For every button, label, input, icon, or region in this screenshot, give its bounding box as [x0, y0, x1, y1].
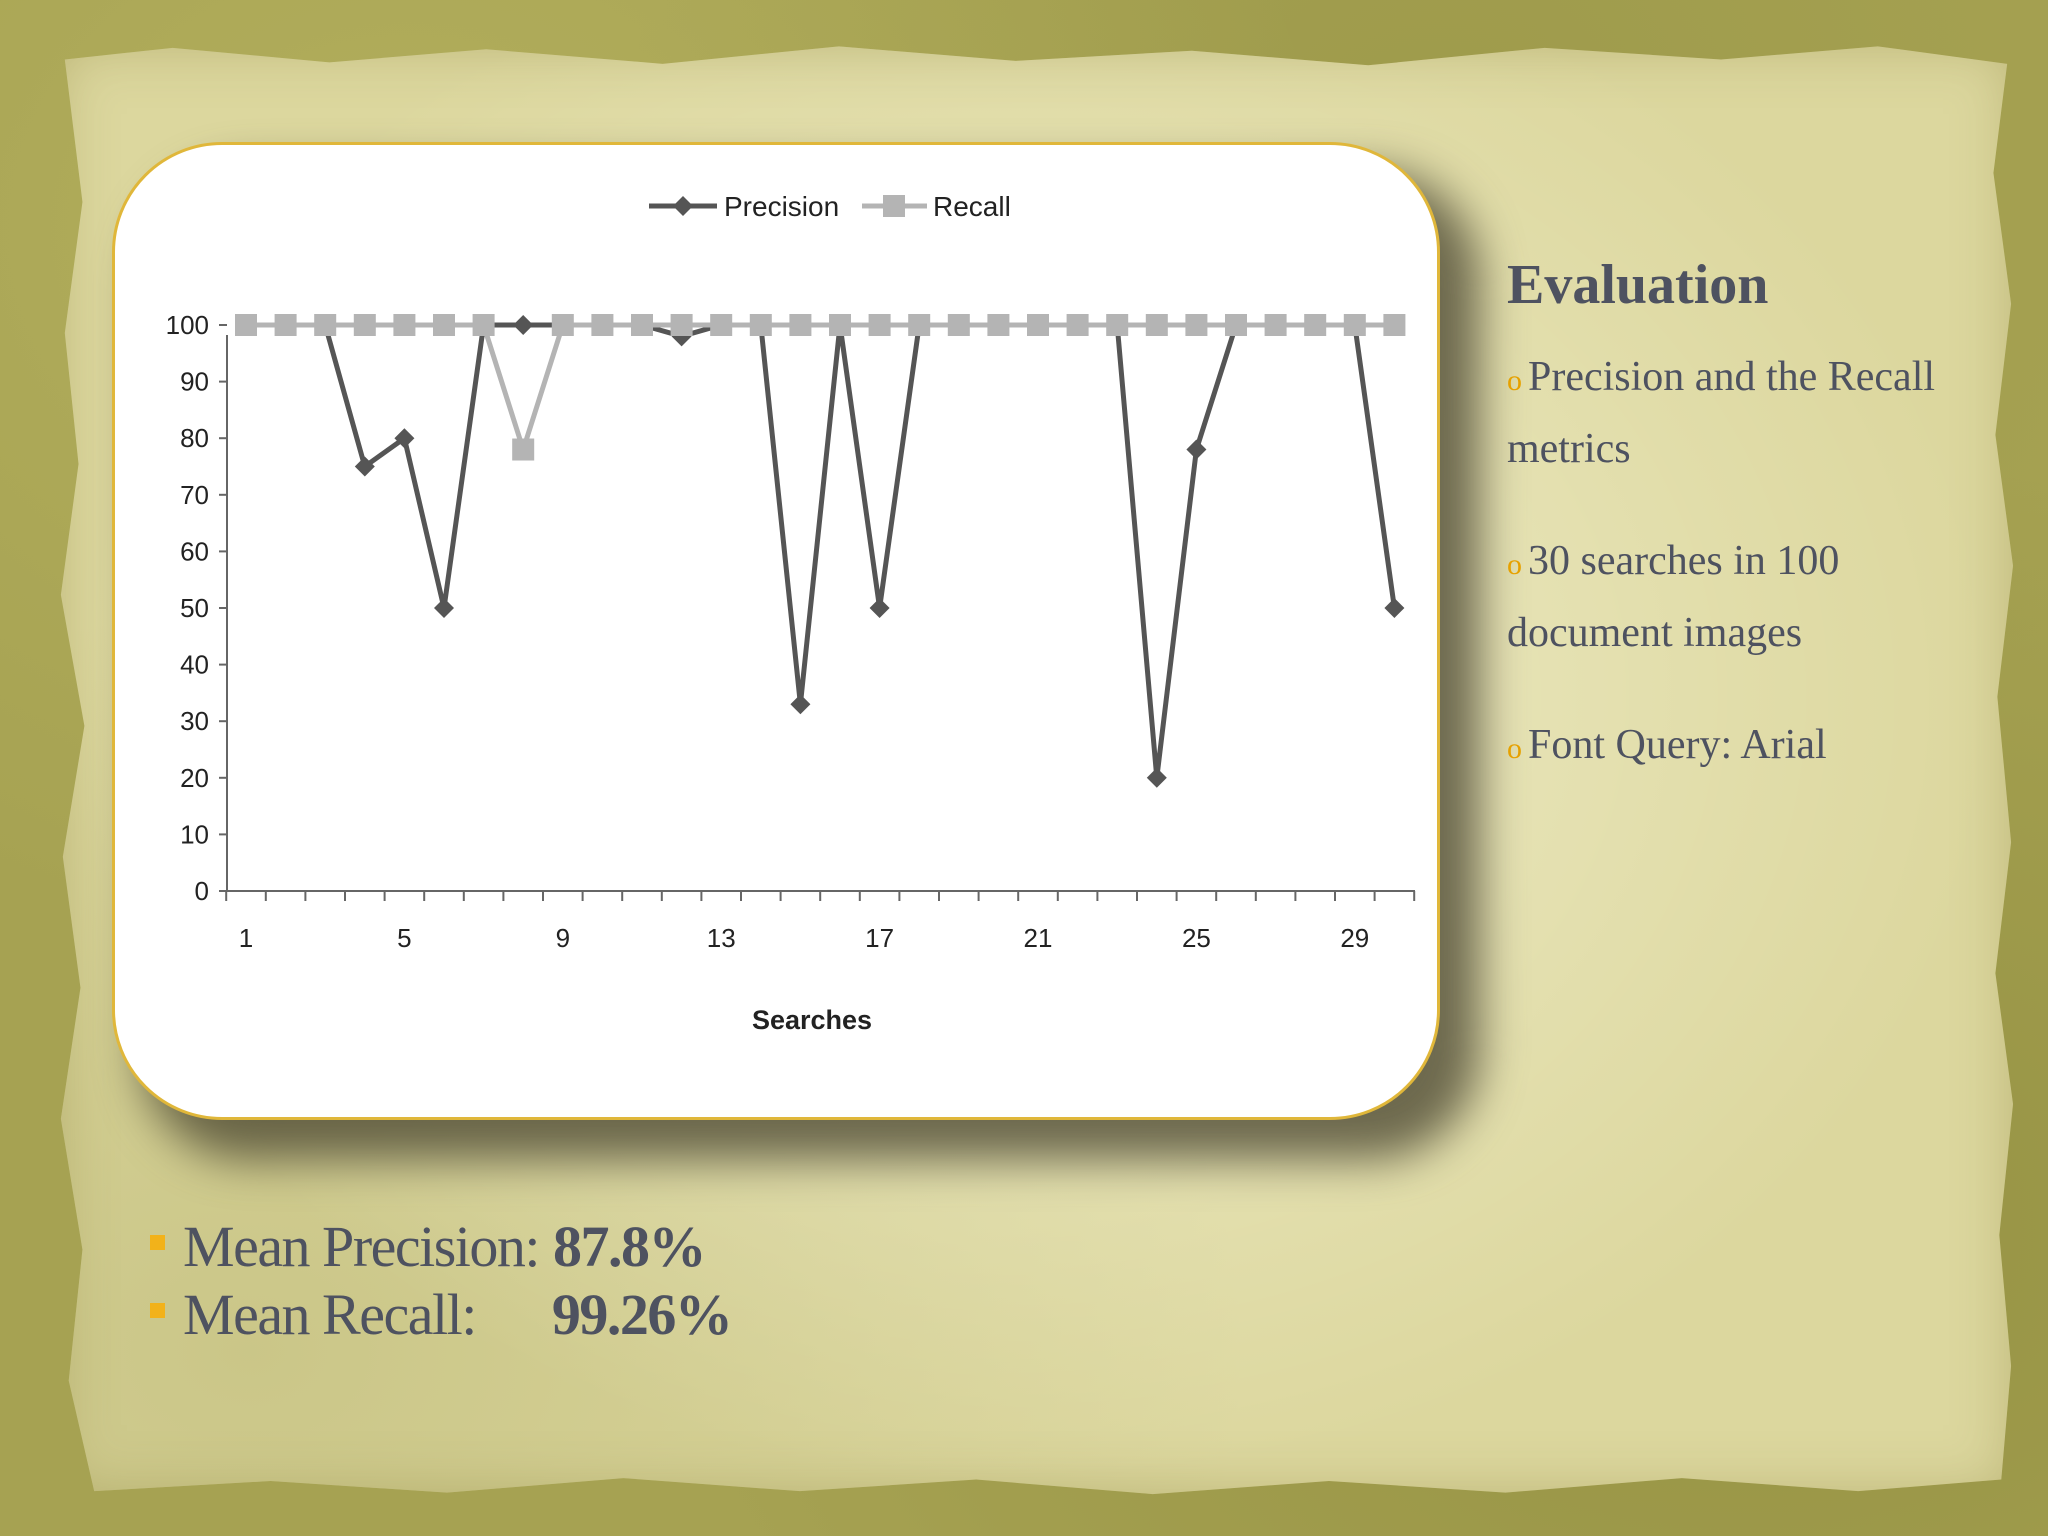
recall-point — [393, 314, 416, 336]
recall-series-line — [246, 322, 1395, 458]
y-tick-label: 0 — [195, 876, 209, 906]
recall-point — [512, 438, 535, 461]
recall-point — [1383, 314, 1406, 336]
precision-point — [434, 598, 454, 618]
recall-point — [353, 314, 376, 336]
recall-point — [1304, 314, 1327, 336]
recall-point — [314, 314, 337, 336]
mean-precision-value: 87.8% — [553, 1213, 707, 1279]
precision-point — [1384, 598, 1405, 618]
precision-point — [869, 598, 890, 618]
recall-point — [472, 314, 495, 336]
y-tick-label: 70 — [180, 480, 209, 510]
y-tick-label: 100 — [166, 310, 209, 340]
mean-recall-row: Mean Recall: 99.26% — [150, 1280, 733, 1348]
legend-precision-label: Precision — [724, 191, 839, 222]
x-tick-label: 5 — [397, 923, 411, 953]
recall-point — [829, 314, 851, 336]
y-tick-label: 50 — [180, 593, 209, 623]
recall-point — [433, 314, 455, 336]
bullet-marker: o — [1507, 363, 1522, 397]
mean-recall-label: Mean Recall: — [183, 1281, 477, 1347]
recall-point — [749, 314, 772, 336]
y-tick-label: 30 — [180, 706, 209, 736]
x-tick-label: 9 — [556, 923, 570, 953]
mean-precision-row: Mean Precision: 87.8% — [150, 1212, 731, 1280]
precision-point — [1146, 767, 1167, 788]
recall-point — [947, 314, 970, 336]
x-tick-label: 1 — [239, 923, 253, 953]
x-axis-title: Searches — [752, 1005, 872, 1035]
recall-point — [908, 314, 931, 336]
recall-point — [1264, 314, 1287, 336]
precision-point — [1186, 439, 1207, 460]
recall-point — [1343, 314, 1366, 336]
bullet-item: o 30 searches in 100 document images — [1507, 527, 1987, 667]
square-bullet-icon — [150, 1234, 165, 1250]
recall-point — [1185, 314, 1208, 336]
side-panel: Evaluation o Precision and the Recall met… — [1507, 254, 1987, 827]
x-tick-label: 13 — [707, 923, 736, 953]
recall-point — [1027, 314, 1049, 336]
mean-precision-label: Mean Precision: — [183, 1213, 541, 1279]
precision-point — [790, 694, 811, 715]
x-tick-label: 17 — [865, 923, 894, 953]
square-bullet-icon — [150, 1302, 165, 1318]
bullet-marker: o — [1507, 547, 1522, 581]
bullet-text: Precision and the Recall metrics — [1507, 353, 1936, 472]
recall-point — [670, 314, 693, 336]
y-tick-label: 40 — [180, 650, 209, 680]
y-tick-label: 20 — [180, 763, 209, 793]
precision-point — [394, 428, 415, 449]
recall-point — [789, 314, 812, 336]
recall-point — [1106, 314, 1129, 336]
recall-point — [1225, 314, 1247, 336]
legend-precision-marker — [673, 196, 693, 216]
recall-point — [710, 314, 733, 336]
recall-point — [274, 314, 297, 336]
precision-series-line — [246, 322, 1397, 779]
bullet-text: 30 searches in 100 document images — [1507, 537, 1840, 656]
bullet-item: o Font Query: Arial — [1507, 711, 1987, 783]
legend-recall-label: Recall — [933, 191, 1011, 222]
recall-point — [1145, 314, 1168, 336]
precision-recall-chart: 0 10 20 30 40 50 60 70 80 90 100 1 5 9 13 17 21 25 29 Searc… — [166, 191, 1416, 1035]
x-tick-label: 29 — [1340, 923, 1369, 953]
y-tick-label: 60 — [180, 536, 209, 566]
recall-point — [868, 314, 891, 336]
bullet-item: o Precision and the Recall metrics — [1507, 343, 1987, 483]
mean-recall-value: 99.26% — [551, 1281, 733, 1347]
bullet-marker: o — [1507, 731, 1522, 765]
recall-point — [631, 314, 653, 336]
y-tick-label: 90 — [180, 367, 209, 397]
slide-title: Evaluation — [1507, 254, 1769, 316]
recall-point — [1066, 314, 1089, 336]
recall-point — [591, 314, 614, 336]
bullet-text: Font Query: Arial — [1528, 721, 1827, 768]
legend-recall-marker — [883, 195, 905, 217]
precision-point — [513, 315, 534, 335]
means-list: Mean Precision: 87.8% Mean Recall: 99.26… — [150, 1212, 733, 1348]
precision-point — [354, 456, 375, 477]
recall-point — [235, 314, 257, 336]
chart-card: 0 10 20 30 40 50 60 70 80 90 100 1 5 9 13 17 21 25 29 Searc… — [112, 142, 1440, 1120]
recall-point — [551, 314, 574, 336]
x-tick-label: 25 — [1182, 923, 1211, 953]
y-tick-label: 10 — [180, 819, 209, 849]
recall-point — [987, 314, 1010, 336]
y-tick-label: 80 — [180, 423, 209, 453]
x-tick-label: 21 — [1024, 923, 1053, 953]
